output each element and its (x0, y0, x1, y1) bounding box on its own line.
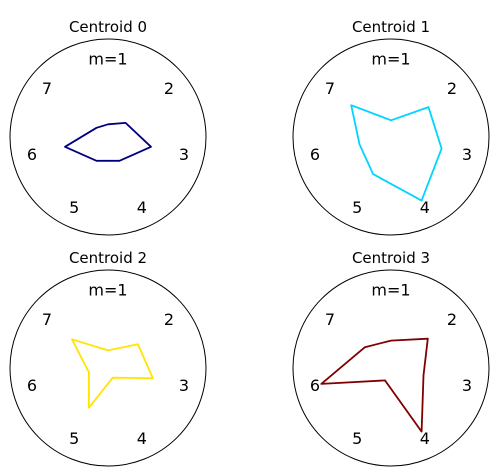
chart-title: Centroid 1 (352, 18, 430, 36)
radar-chart-1: Centroid 1 m=1 2 3 4 5 6 7 (292, 18, 490, 236)
axis-label: 3 (179, 145, 189, 164)
axis-label: 6 (310, 145, 320, 164)
chart-title: Centroid 3 (352, 249, 430, 267)
axis-label: 6 (27, 145, 37, 164)
axis-label: 5 (352, 198, 362, 217)
axis-label: 2 (164, 310, 174, 329)
axis-label: 5 (69, 429, 79, 448)
axis-label: 2 (447, 79, 457, 98)
axis-label: 5 (69, 198, 79, 217)
axis-label: 4 (137, 198, 147, 217)
series-line (71, 338, 154, 409)
axis-label: 7 (325, 79, 335, 98)
radar-frame (9, 269, 207, 467)
chart-title: Centroid 0 (69, 18, 147, 36)
radar-frame (9, 38, 207, 236)
axis-label: 2 (164, 79, 174, 98)
axis-label: m=1 (88, 281, 127, 300)
axis-label: 4 (420, 429, 430, 448)
axis-label: 7 (325, 310, 335, 329)
radar-chart-0: Centroid 0 m=1 2 3 4 5 6 7 (9, 18, 207, 236)
axis-label: 2 (447, 310, 457, 329)
axis-label: 5 (352, 429, 362, 448)
axis-label: 3 (462, 376, 472, 395)
axis-label: 4 (420, 198, 430, 217)
axis-label: 3 (462, 145, 472, 164)
radar-chart-3: Centroid 3 m=1 2 3 4 5 6 7 (292, 249, 490, 467)
axis-label: 7 (42, 79, 52, 98)
axis-label: 7 (42, 310, 52, 329)
chart-title: Centroid 2 (69, 249, 147, 267)
axis-label: 4 (137, 429, 147, 448)
axis-label: 6 (27, 376, 37, 395)
axis-label: m=1 (88, 50, 127, 69)
axis-label: 3 (179, 376, 189, 395)
series-line (320, 337, 429, 433)
radar-chart-2: Centroid 2 m=1 2 3 4 5 6 7 (9, 249, 207, 467)
radar-frame (292, 269, 490, 467)
series-line (350, 104, 443, 202)
axis-label: m=1 (371, 281, 410, 300)
series-line (64, 122, 152, 162)
radar-frame (292, 38, 490, 236)
axis-label: 6 (310, 376, 320, 395)
axis-label: m=1 (371, 50, 410, 69)
